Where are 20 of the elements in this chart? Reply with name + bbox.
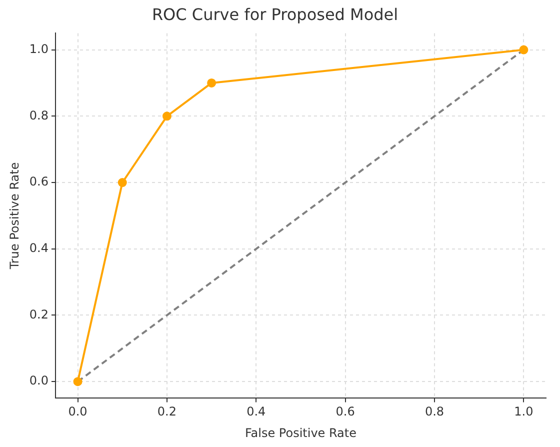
x-tick-label: 0.0 <box>68 404 88 419</box>
y-tick-label: 1.0 <box>29 42 48 56</box>
point <box>118 178 127 188</box>
x-tick-label: 1.0 <box>514 404 534 419</box>
y-tick-label: 0.0 <box>29 374 48 388</box>
point <box>519 45 528 54</box>
y-tick-label: 0.2 <box>29 307 48 322</box>
point <box>207 78 216 88</box>
chart-title: ROC Curve for Proposed Model <box>152 4 398 24</box>
point <box>73 377 82 386</box>
y-axis-title: True Positive Rate <box>7 162 22 270</box>
point <box>162 112 172 121</box>
x-tick-label: 0.4 <box>246 404 266 419</box>
y-tick-label: 0.4 <box>29 241 48 256</box>
x-tick-label: 0.2 <box>157 404 177 419</box>
x-tick-label: 0.8 <box>424 404 444 419</box>
x-axis-title: False Positive Rate <box>244 426 357 440</box>
y-tick-label: 0.8 <box>29 108 48 122</box>
y-tick-label: 0.6 <box>29 174 48 189</box>
x-tick-label: 0.6 <box>336 404 355 419</box>
